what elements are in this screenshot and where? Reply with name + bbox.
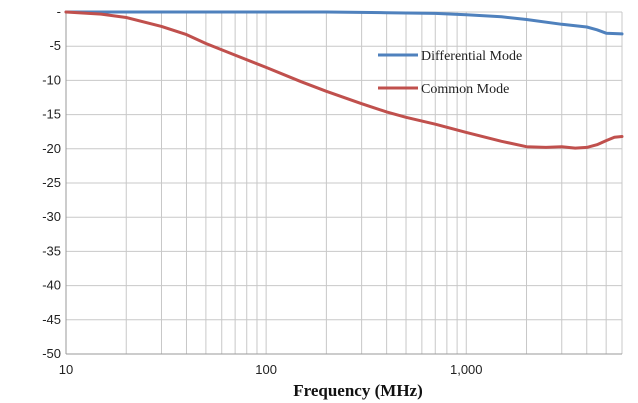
y-tick-label: -5: [49, 38, 61, 53]
y-tick-label: -35: [42, 243, 61, 258]
series-line-differential-mode: [64, 10, 624, 36]
y-tick-label: -30: [42, 209, 61, 224]
y-tick-label: -45: [42, 312, 61, 327]
y-tick-label: -25: [42, 175, 61, 190]
y-tick-labels: - -5 -10 -15 -20 -25 -30 -35 -40 -45 -50: [42, 4, 61, 361]
y-tick-label: -50: [42, 346, 61, 361]
y-tick-label: -: [57, 4, 61, 19]
series-line-common-mode: [64, 10, 624, 150]
x-tick-label: 10: [59, 362, 73, 377]
x-tick-labels: 10 100 1,000: [59, 362, 483, 377]
legend-label: Differential Mode: [421, 49, 522, 64]
x-tick-label: 1,000: [450, 362, 483, 377]
legend-label: Common Mode: [421, 82, 509, 97]
axes: [65, 12, 622, 355]
y-tick-label: -40: [42, 278, 61, 293]
y-tick-label: -20: [42, 141, 61, 156]
y-tick-label: -10: [42, 72, 61, 87]
y-tick-label: -15: [42, 107, 61, 122]
x-tick-label: 100: [255, 362, 277, 377]
series-lines: [64, 10, 624, 150]
x-axis-label: Frequency (MHz): [293, 381, 423, 400]
legend: Differential Mode Common Mode: [378, 49, 522, 97]
